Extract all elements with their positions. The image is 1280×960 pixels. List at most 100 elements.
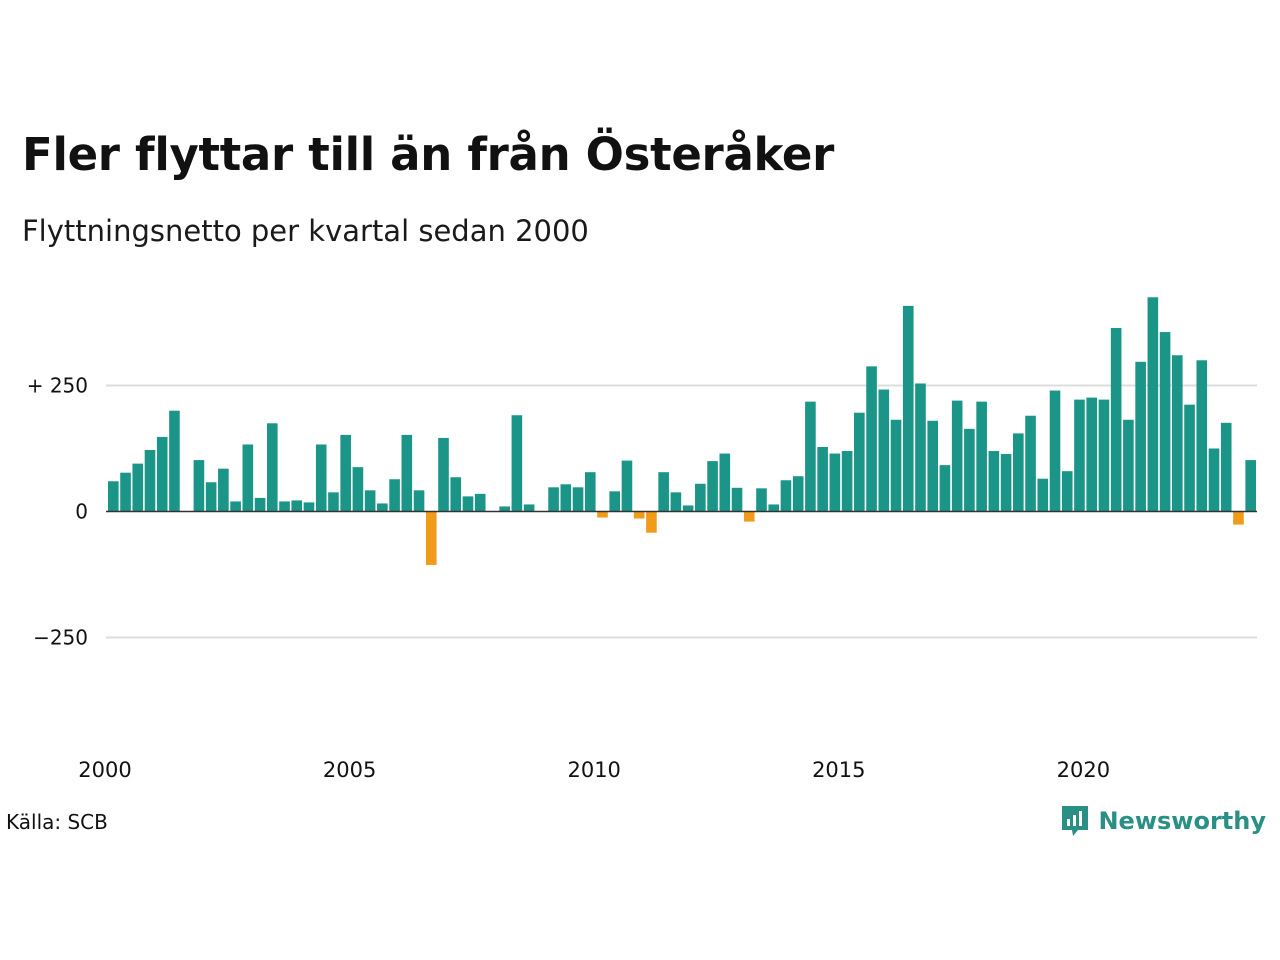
bar-2015K3 <box>866 366 877 512</box>
bar-2017K2 <box>951 400 963 512</box>
bar-2016K1 <box>890 419 902 512</box>
bar-2003K3 <box>279 501 290 512</box>
bar-2010K2 <box>609 491 621 512</box>
bar-2018K4 <box>1025 415 1036 512</box>
bar-2004K4 <box>340 434 351 512</box>
bar-chart: + 250 0 −250 2000 2005 2010 2015 2020 <box>27 297 1257 782</box>
bar-2023K2 <box>1245 460 1256 512</box>
bar-2015K1 <box>841 451 853 512</box>
bar-2007K1 <box>450 477 462 512</box>
bar-2010K4 <box>633 511 645 519</box>
bar-2008K1 <box>499 506 510 512</box>
bar-2023K1 <box>1233 511 1244 525</box>
bar-2003K1 <box>254 497 266 512</box>
bar-2014K4 <box>829 453 841 512</box>
bar-2019K4 <box>1074 399 1085 512</box>
bar-2010K1 <box>597 511 608 518</box>
gridlines <box>106 384 1257 639</box>
source-note: Källa: SCB <box>6 810 108 834</box>
chart-subtitle: Flyttningsnetto per kvartal sedan 2000 <box>22 214 589 248</box>
bar-2003K4 <box>291 500 303 512</box>
bar-2018K2 <box>1000 454 1012 512</box>
bar-2015K4 <box>878 389 890 512</box>
bar-2008K2 <box>511 415 523 512</box>
bar-2021K2 <box>1147 297 1159 512</box>
bar-2022K4 <box>1220 422 1232 512</box>
bar-2021K1 <box>1135 361 1146 512</box>
chart-title: Fler flyttar till än från Österåker <box>22 128 835 181</box>
bar-2005K3 <box>377 503 388 512</box>
bar-2001K4 <box>193 460 205 512</box>
bar-2009K3 <box>572 487 584 512</box>
bar-2021K3 <box>1159 332 1171 512</box>
bar-2002K1 <box>205 482 217 512</box>
bar-2016K2 <box>902 305 914 512</box>
bar-2004K1 <box>303 502 315 512</box>
bar-2013K3 <box>768 504 780 512</box>
bar-2005K2 <box>364 490 376 512</box>
x-tick-label: 2010 <box>567 758 620 782</box>
bar-2004K3 <box>328 492 339 512</box>
bar-2020K4 <box>1123 419 1134 512</box>
bar-2012K1 <box>695 483 706 512</box>
bar-2017K3 <box>964 428 975 512</box>
bar-2004K2 <box>315 444 327 512</box>
bar-2014K2 <box>805 401 816 512</box>
bars <box>108 297 1256 565</box>
bar-2019K1 <box>1037 478 1049 512</box>
bar-2006K1 <box>401 434 413 512</box>
bar-2016K3 <box>915 383 926 512</box>
bar-2006K4 <box>438 437 449 512</box>
bar-2005K1 <box>352 467 364 512</box>
bar-2002K3 <box>230 501 241 512</box>
bar-2017K4 <box>976 401 987 512</box>
bar-2022K2 <box>1196 360 1208 512</box>
bar-2019K3 <box>1061 471 1073 512</box>
bar-2011K4 <box>682 505 694 512</box>
x-tick-label: 2015 <box>812 758 865 782</box>
bar-2013K1 <box>743 511 755 522</box>
bar-2000K3 <box>132 463 144 512</box>
bar-2015K2 <box>854 412 865 512</box>
bar-2019K2 <box>1049 390 1061 512</box>
bar-2007K2 <box>462 496 474 512</box>
bar-2014K3 <box>817 446 828 512</box>
bar-2000K1 <box>108 481 119 512</box>
y-axis-labels: + 250 0 −250 <box>27 374 88 650</box>
bar-2011K2 <box>658 472 669 512</box>
x-axis-labels: 2000 2005 2010 2015 2020 <box>78 758 1110 782</box>
x-tick-label: 2020 <box>1057 758 1110 782</box>
bar-2020K3 <box>1110 328 1122 512</box>
bar-2020K2 <box>1098 399 1110 512</box>
bar-2009K1 <box>548 487 559 512</box>
bar-2007K3 <box>474 493 486 512</box>
bar-2001K1 <box>156 436 168 512</box>
newsworthy-logo-icon <box>1062 806 1089 836</box>
bar-2006K2 <box>413 490 425 512</box>
bar-2013K4 <box>780 480 792 512</box>
bar-2017K1 <box>939 465 951 512</box>
bar-2008K3 <box>523 504 535 512</box>
bar-2012K4 <box>731 487 743 512</box>
y-tick-label: + 250 <box>27 374 88 398</box>
bar-2012K2 <box>707 461 718 512</box>
bar-2002K2 <box>218 468 229 512</box>
bar-2009K4 <box>584 472 596 512</box>
bar-2018K1 <box>988 451 1000 512</box>
bar-2022K1 <box>1184 404 1195 512</box>
x-tick-label: 2005 <box>323 758 376 782</box>
bar-2022K3 <box>1208 448 1220 512</box>
bar-2018K3 <box>1013 433 1024 512</box>
bar-2000K4 <box>144 450 156 512</box>
y-tick-label: 0 <box>75 500 88 524</box>
brand-name: Newsworthy <box>1098 807 1266 835</box>
bar-2010K3 <box>621 460 633 512</box>
bar-2011K3 <box>670 492 682 512</box>
bar-2011K1 <box>646 511 657 533</box>
x-tick-label: 2000 <box>78 758 131 782</box>
bar-2006K3 <box>425 511 437 565</box>
bar-2021K4 <box>1172 355 1183 512</box>
brand-logo[interactable]: Newsworthy <box>1060 804 1266 838</box>
bar-2005K4 <box>389 479 400 512</box>
bar-2016K4 <box>927 420 939 512</box>
